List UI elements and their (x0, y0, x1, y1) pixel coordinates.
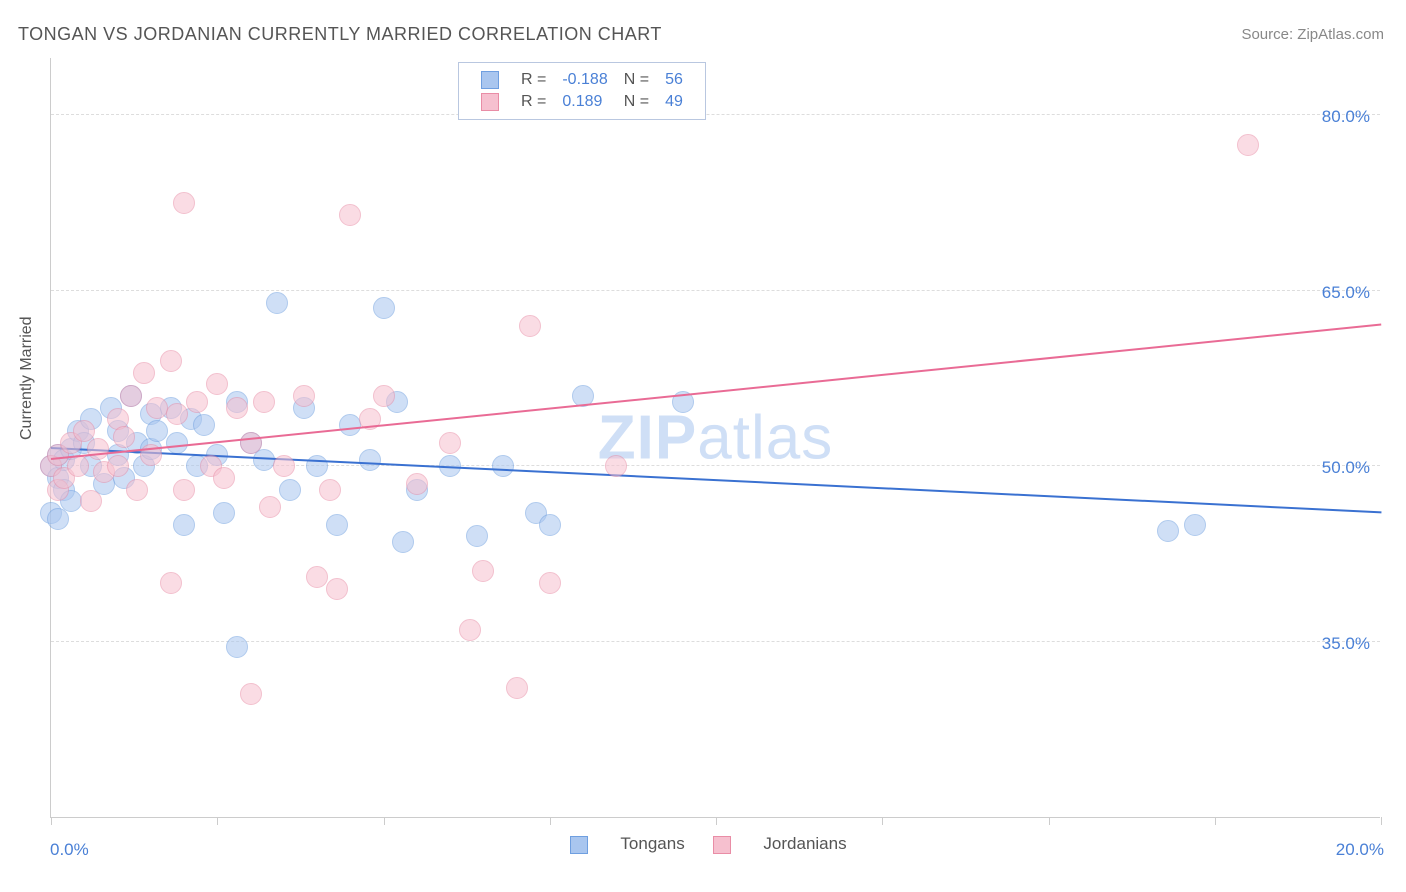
x-tick (217, 817, 218, 825)
data-point (226, 636, 248, 658)
data-point (120, 385, 142, 407)
data-point (133, 362, 155, 384)
legend-item: Tongans (570, 834, 685, 853)
correlation-legend: R =-0.188N =56R =0.189N =49 (458, 62, 706, 120)
data-point (466, 525, 488, 547)
x-tick (882, 817, 883, 825)
x-tick (550, 817, 551, 825)
data-point (240, 683, 262, 705)
data-point (166, 403, 188, 425)
data-point (1157, 520, 1179, 542)
data-point (113, 426, 135, 448)
data-point (539, 572, 561, 594)
x-tick-label: 0.0% (50, 840, 89, 860)
y-axis-label: Currently Married (18, 316, 36, 440)
data-point (326, 514, 348, 536)
x-tick (716, 817, 717, 825)
gridline (51, 641, 1380, 642)
data-point (339, 204, 361, 226)
data-point (213, 502, 235, 524)
data-point (273, 455, 295, 477)
gridline (51, 290, 1380, 291)
data-point (459, 619, 481, 641)
data-point (359, 449, 381, 471)
y-tick-label: 65.0% (1322, 283, 1370, 303)
x-tick (1215, 817, 1216, 825)
data-point (213, 467, 235, 489)
x-tick (384, 817, 385, 825)
data-point (373, 297, 395, 319)
data-point (47, 508, 69, 530)
data-point (186, 391, 208, 413)
data-point (206, 373, 228, 395)
data-point (193, 414, 215, 436)
y-tick-label: 80.0% (1322, 107, 1370, 127)
data-point (160, 350, 182, 372)
x-tick-label: 20.0% (1336, 840, 1384, 860)
data-point (506, 677, 528, 699)
legend-row: R =-0.188N =56 (473, 69, 691, 91)
data-point (339, 414, 361, 436)
data-point (279, 479, 301, 501)
legend-row: R =0.189N =49 (473, 91, 691, 113)
x-tick (1381, 817, 1382, 825)
data-point (67, 455, 89, 477)
y-tick-label: 35.0% (1322, 634, 1370, 654)
data-point (253, 391, 275, 413)
data-point (240, 432, 262, 454)
data-point (266, 292, 288, 314)
data-point (293, 385, 315, 407)
data-point (87, 438, 109, 460)
data-point (392, 531, 414, 553)
x-tick (51, 817, 52, 825)
data-point (306, 566, 328, 588)
data-point (173, 192, 195, 214)
data-point (107, 455, 129, 477)
data-point (326, 578, 348, 600)
data-point (80, 490, 102, 512)
gridline (51, 465, 1380, 466)
data-point (1184, 514, 1206, 536)
gridline (51, 114, 1380, 115)
chart-title: TONGAN VS JORDANIAN CURRENTLY MARRIED CO… (18, 24, 662, 45)
data-point (173, 479, 195, 501)
watermark: ZIPatlas (598, 402, 833, 473)
data-point (166, 432, 188, 454)
data-point (319, 479, 341, 501)
data-point (519, 315, 541, 337)
data-point (146, 397, 168, 419)
data-point (406, 473, 428, 495)
legend-item: Jordanians (713, 834, 847, 853)
data-point (472, 560, 494, 582)
data-point (226, 397, 248, 419)
plot-area: ZIPatlas 35.0% 50.0% 65.0% 80.0% (50, 58, 1380, 818)
x-tick (1049, 817, 1050, 825)
data-point (126, 479, 148, 501)
data-point (173, 514, 195, 536)
data-point (605, 455, 627, 477)
data-point (1237, 134, 1259, 156)
data-point (539, 514, 561, 536)
data-point (373, 385, 395, 407)
data-point (253, 449, 275, 471)
source-label: Source: ZipAtlas.com (1241, 26, 1384, 43)
chart-container: TONGAN VS JORDANIAN CURRENTLY MARRIED CO… (0, 0, 1406, 892)
data-point (146, 420, 168, 442)
series-legend: Tongans Jordanians (570, 834, 875, 854)
data-point (439, 432, 461, 454)
trend-line (51, 447, 1381, 513)
y-tick-label: 50.0% (1322, 458, 1370, 478)
data-point (492, 455, 514, 477)
data-point (259, 496, 281, 518)
data-point (160, 572, 182, 594)
